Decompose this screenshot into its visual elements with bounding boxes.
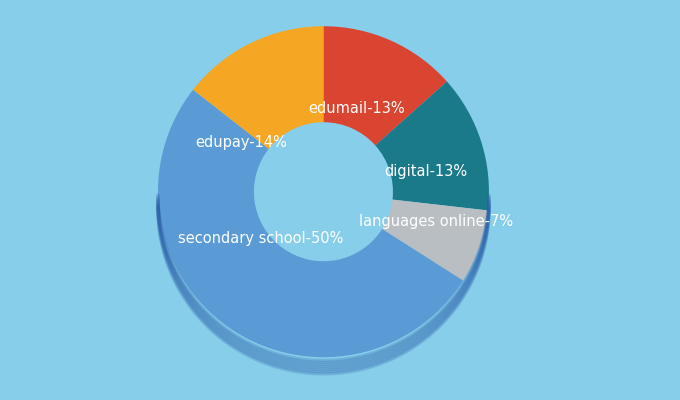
Wedge shape — [158, 90, 463, 357]
Wedge shape — [193, 26, 324, 149]
Text: edupay-14%: edupay-14% — [194, 134, 287, 150]
Text: secondary school-50%: secondary school-50% — [178, 230, 343, 246]
Wedge shape — [324, 26, 447, 146]
Text: digital-13%: digital-13% — [384, 164, 468, 179]
Text: edumail-13%: edumail-13% — [308, 102, 405, 116]
Wedge shape — [382, 200, 488, 280]
Text: languages online-7%: languages online-7% — [359, 214, 513, 229]
Wedge shape — [375, 82, 489, 210]
